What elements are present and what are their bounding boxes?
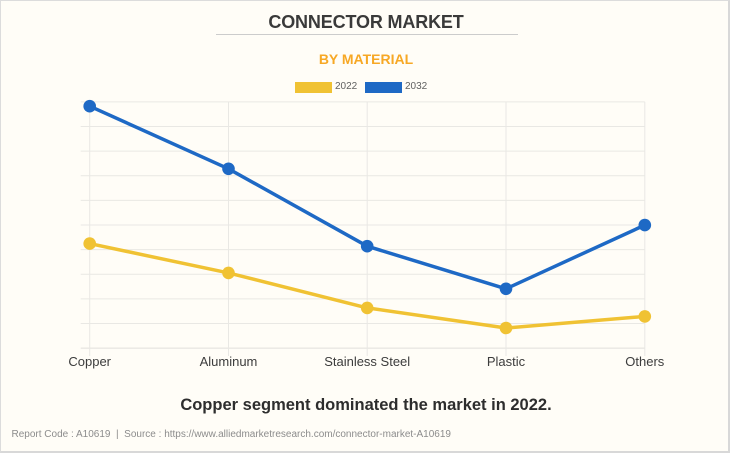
svg-text:Copper: Copper [68,354,111,369]
svg-text:Others: Others [625,354,665,369]
svg-text:Plastic: Plastic [487,354,526,369]
svg-text:Stainless Steel: Stainless Steel [324,354,410,369]
svg-text:Aluminum: Aluminum [200,354,258,369]
